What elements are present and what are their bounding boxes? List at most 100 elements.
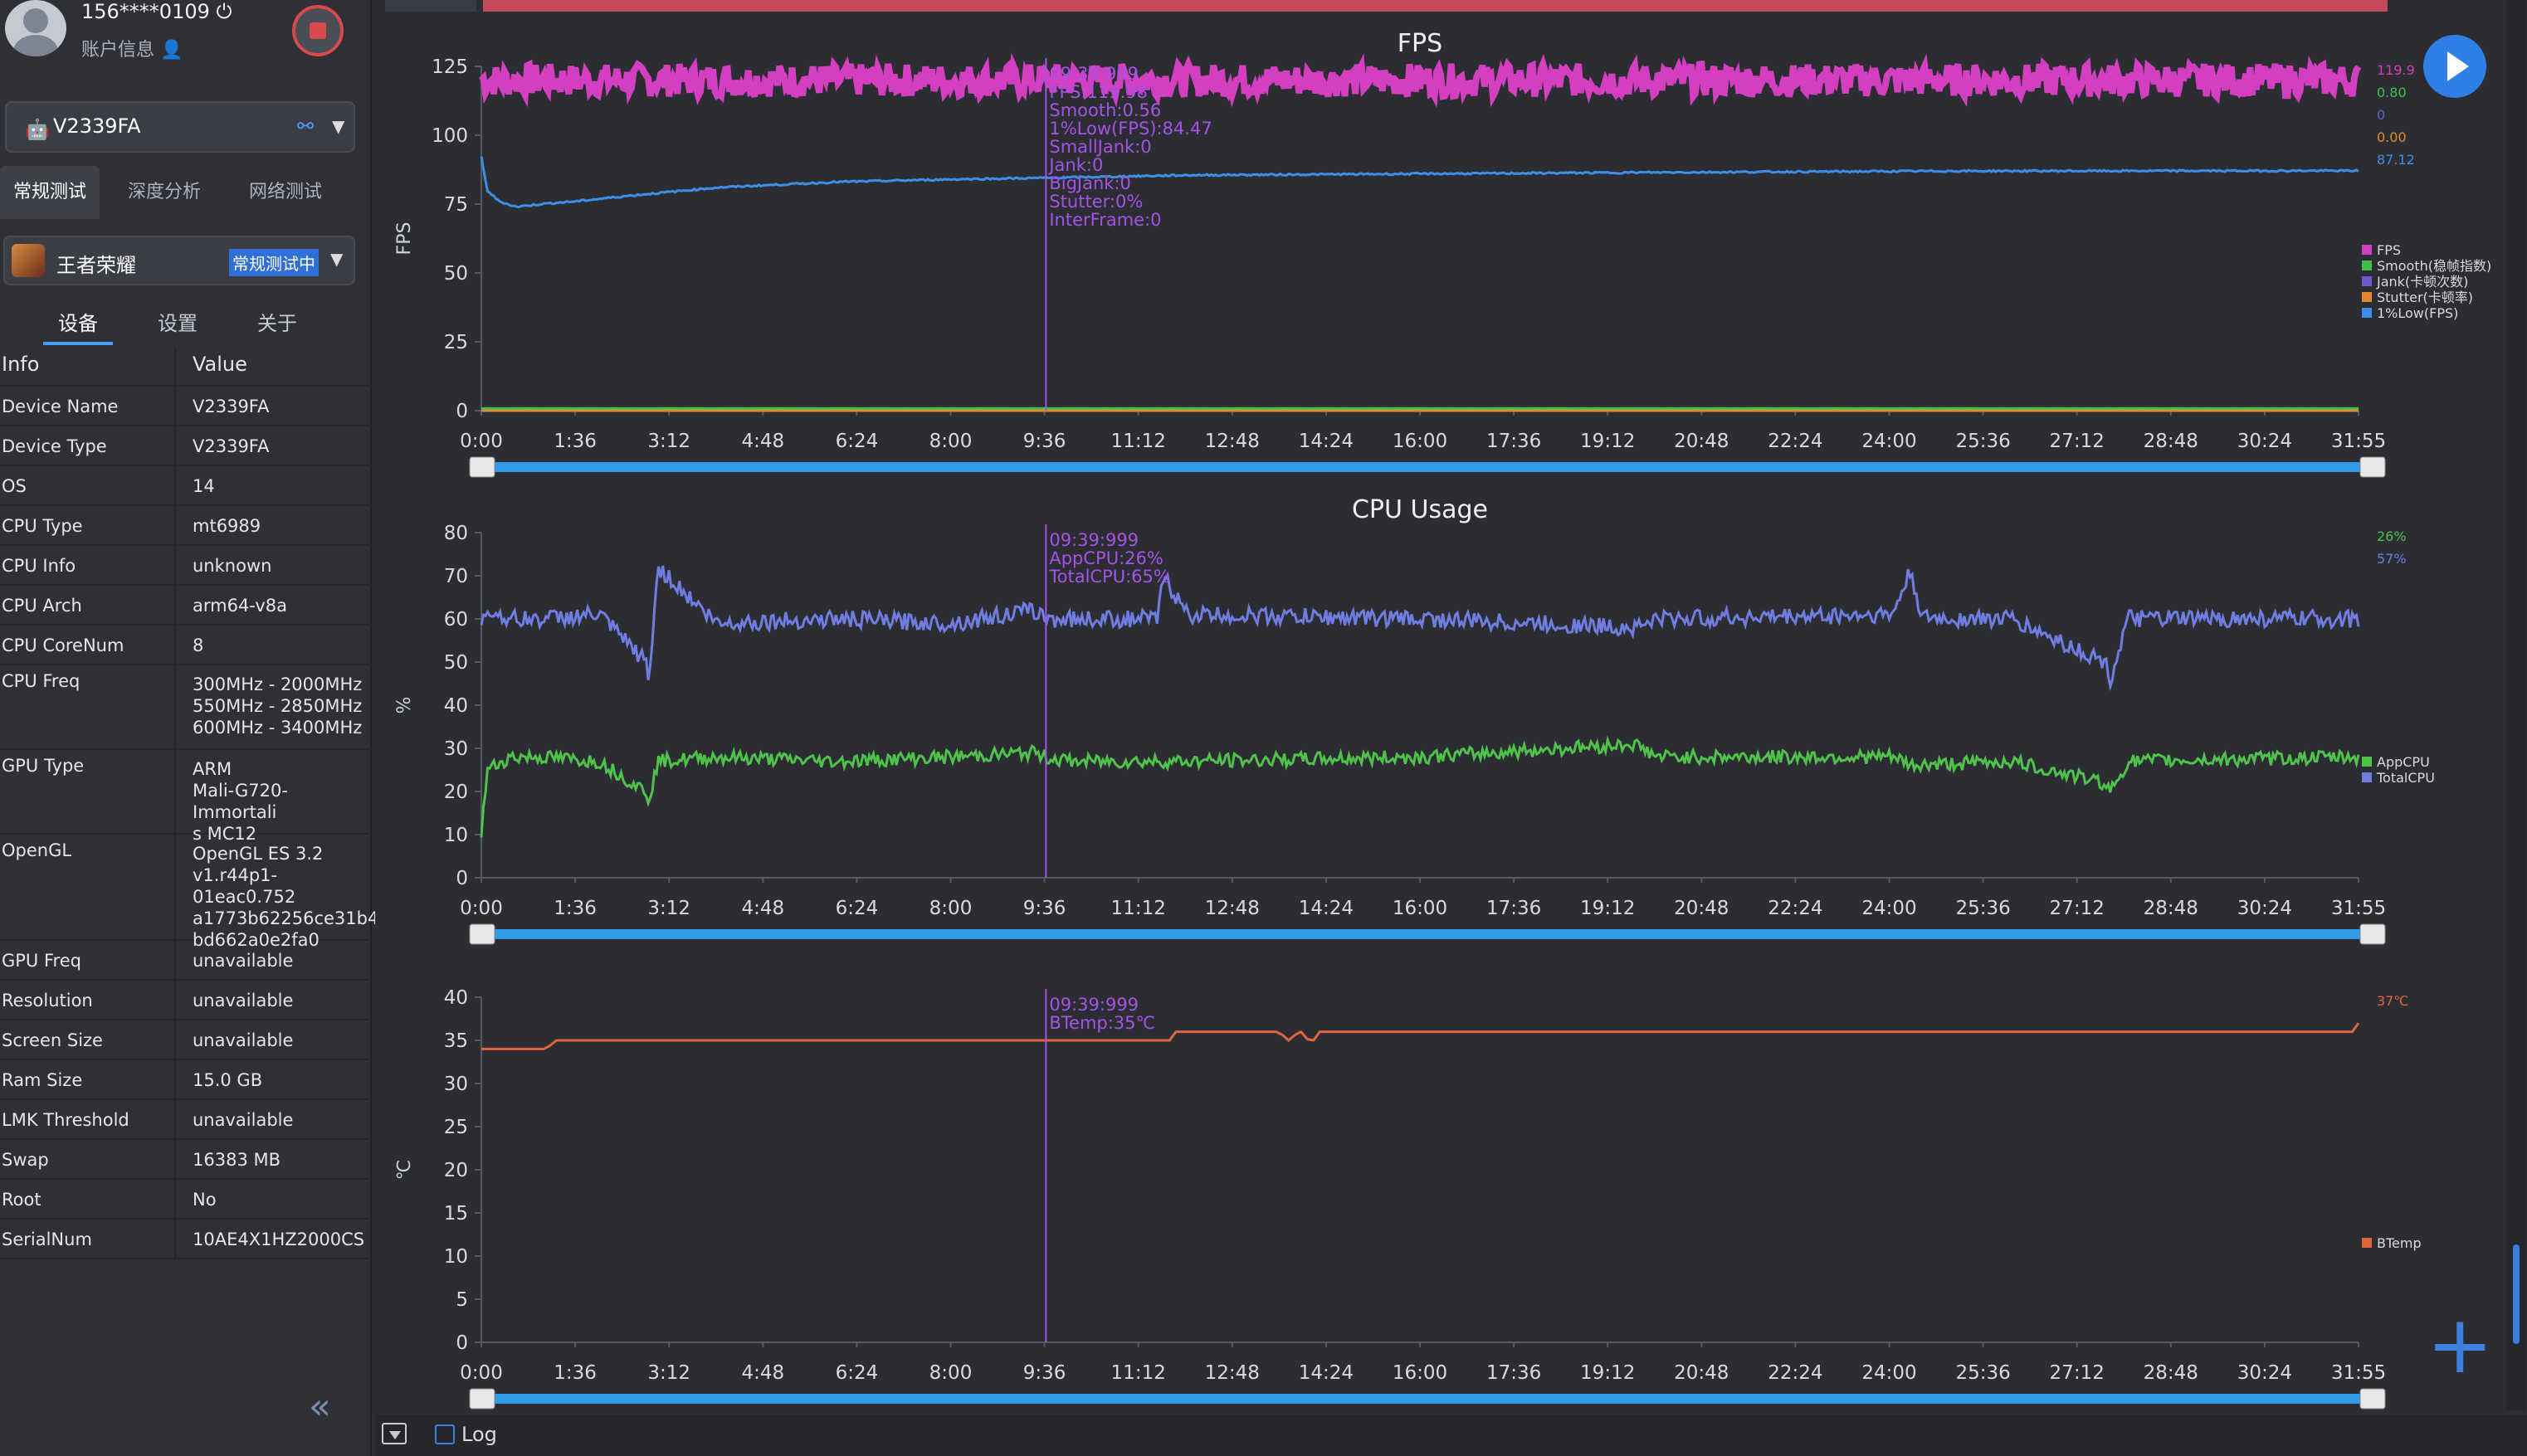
row-key: Screen Size bbox=[0, 1020, 176, 1059]
power-icon[interactable]: ⏻ bbox=[216, 0, 232, 23]
expand-panel-button[interactable] bbox=[382, 1423, 407, 1444]
legend-entry: 1%Low(FPS) bbox=[2377, 305, 2458, 321]
tab-network-test[interactable]: 网络测试 bbox=[248, 182, 322, 202]
game-icon bbox=[12, 244, 45, 277]
chevron-down-icon[interactable]: ▼ bbox=[330, 249, 344, 269]
time-range-slider bbox=[481, 462, 2373, 472]
y-tick-label: 40 bbox=[444, 987, 468, 1009]
row-key: GPU Freq bbox=[0, 941, 176, 979]
y-tick-label: 25 bbox=[444, 332, 468, 353]
x-tick-label: 17:36 bbox=[1486, 898, 1541, 919]
row-value: 8 bbox=[193, 635, 204, 655]
cursor-readout: 09:39:999 bbox=[1049, 530, 1139, 550]
column-header-value: Value bbox=[193, 353, 247, 376]
cursor-readout: Smooth:0.56 bbox=[1049, 100, 1161, 120]
legend-swatch bbox=[2362, 772, 2372, 782]
y-axis-label: FPS bbox=[394, 222, 415, 256]
chevron-down-icon[interactable]: ▼ bbox=[332, 116, 345, 136]
log-label: Log bbox=[461, 1423, 497, 1446]
account-info-label: 账户信息 bbox=[81, 40, 155, 61]
x-tick-label: 19:12 bbox=[1580, 898, 1635, 919]
x-tick-label: 28:48 bbox=[2144, 898, 2198, 919]
y-tick-label: 100 bbox=[432, 125, 468, 147]
table-row: Swap 16383 MB bbox=[0, 1140, 372, 1180]
x-tick-label: 12:48 bbox=[1205, 898, 1260, 919]
tab-regular-test[interactable]: 常规测试 bbox=[0, 166, 100, 219]
cursor-readout: 1%Low(FPS):84.47 bbox=[1049, 119, 1212, 139]
row-key: CPU Info bbox=[0, 546, 176, 584]
series-line-4 bbox=[480, 156, 2359, 209]
table-header: Info Value bbox=[0, 348, 372, 387]
device-selector[interactable]: 🤖 V2339FA ⚯ ▼ bbox=[5, 101, 355, 153]
series-end-label: 0.00 bbox=[2377, 129, 2407, 145]
table-row: Resolution unavailable bbox=[0, 981, 372, 1020]
x-tick-label: 1:36 bbox=[554, 898, 597, 919]
legend-swatch bbox=[2362, 757, 2372, 767]
x-tick-label: 30:24 bbox=[2237, 431, 2292, 452]
row-value: OpenGL ES 3.2 v1.r44p1-01eac0.752 a1773b… bbox=[193, 844, 379, 950]
tab-deep-analysis[interactable]: 深度分析 bbox=[127, 182, 201, 202]
scene-tab[interactable] bbox=[385, 0, 476, 12]
y-tick-label: 10 bbox=[444, 1246, 468, 1268]
avatar[interactable] bbox=[5, 0, 66, 56]
row-key: GPU Type bbox=[0, 750, 176, 833]
legend-swatch bbox=[2362, 276, 2372, 286]
table-row: CPU Arch arm64-v8a bbox=[0, 586, 372, 626]
account-info-link[interactable]: 账户信息 👤 bbox=[81, 35, 183, 61]
row-value: unknown bbox=[193, 556, 272, 576]
tab-settings[interactable]: 设置 bbox=[158, 312, 198, 335]
x-tick-label: 28:48 bbox=[2144, 431, 2198, 452]
y-axis-label: % bbox=[394, 697, 415, 714]
row-value: 15.0 GB bbox=[193, 1070, 263, 1090]
link-icon[interactable]: ⚯ bbox=[297, 114, 315, 138]
log-checkbox[interactable] bbox=[435, 1424, 455, 1444]
tab-device[interactable]: 设备 bbox=[43, 307, 113, 345]
x-tick-label: 3:12 bbox=[647, 1362, 690, 1384]
legend-entry: Stutter(卡顿率) bbox=[2377, 290, 2473, 305]
x-tick-label: 27:12 bbox=[2050, 1362, 2105, 1384]
stop-record-button[interactable] bbox=[292, 5, 344, 56]
x-tick-label: 17:36 bbox=[1486, 1362, 1541, 1384]
phone-number: 156****0109 bbox=[81, 0, 210, 23]
tab-about[interactable]: 关于 bbox=[257, 312, 297, 335]
add-label-button[interactable]: + bbox=[2427, 1298, 2494, 1391]
x-tick-label: 14:24 bbox=[1299, 1362, 1354, 1384]
play-button[interactable] bbox=[2423, 35, 2486, 98]
slider-handle-left bbox=[469, 923, 495, 945]
x-tick-label: 30:24 bbox=[2237, 1362, 2292, 1384]
game-selector[interactable]: 王者荣耀 常规测试中 ▼ bbox=[3, 236, 355, 285]
x-tick-label: 16:00 bbox=[1393, 431, 1447, 452]
series-end-label: 26% bbox=[2377, 528, 2407, 544]
x-tick-label: 8:00 bbox=[929, 431, 973, 452]
row-key: LMK Threshold bbox=[0, 1100, 176, 1138]
collapse-sidebar-icon[interactable]: « bbox=[309, 1385, 331, 1428]
y-tick-label: 40 bbox=[444, 695, 468, 717]
legend-swatch bbox=[2362, 1238, 2372, 1248]
x-tick-label: 11:12 bbox=[1111, 1362, 1166, 1384]
legend-swatch bbox=[2362, 292, 2372, 302]
x-tick-label: 31:55 bbox=[2331, 1362, 2386, 1384]
table-row: CPU CoreNum 8 bbox=[0, 626, 372, 665]
x-tick-label: 20:48 bbox=[1674, 1362, 1729, 1384]
y-tick-label: 50 bbox=[444, 263, 468, 285]
row-value: unavailable bbox=[193, 951, 294, 971]
x-tick-label: 24:00 bbox=[1861, 1362, 1916, 1384]
y-tick-label: 80 bbox=[444, 523, 468, 544]
table-row: Screen Size unavailable bbox=[0, 1020, 372, 1060]
vertical-scrollbar[interactable] bbox=[2506, 0, 2526, 1410]
x-tick-label: 0:00 bbox=[460, 431, 503, 452]
series-end-label: 119.9 bbox=[2377, 62, 2415, 78]
series-line-1 bbox=[480, 565, 2360, 692]
cursor-readout: TotalCPU:65% bbox=[1048, 567, 1170, 587]
row-key: Device Name bbox=[0, 387, 176, 425]
x-tick-label: 4:48 bbox=[741, 1362, 784, 1384]
legend-entry: AppCPU bbox=[2377, 754, 2430, 770]
row-value: 16383 MB bbox=[193, 1150, 281, 1170]
row-value: unavailable bbox=[193, 1030, 294, 1050]
x-tick-label: 27:12 bbox=[2050, 898, 2105, 919]
row-value: arm64-v8a bbox=[193, 596, 287, 616]
series-end-label: 0.80 bbox=[2377, 85, 2407, 100]
label-strip[interactable] bbox=[483, 0, 2388, 12]
series-end-label: 57% bbox=[2377, 551, 2407, 567]
scrollbar-thumb[interactable] bbox=[2513, 1244, 2520, 1344]
